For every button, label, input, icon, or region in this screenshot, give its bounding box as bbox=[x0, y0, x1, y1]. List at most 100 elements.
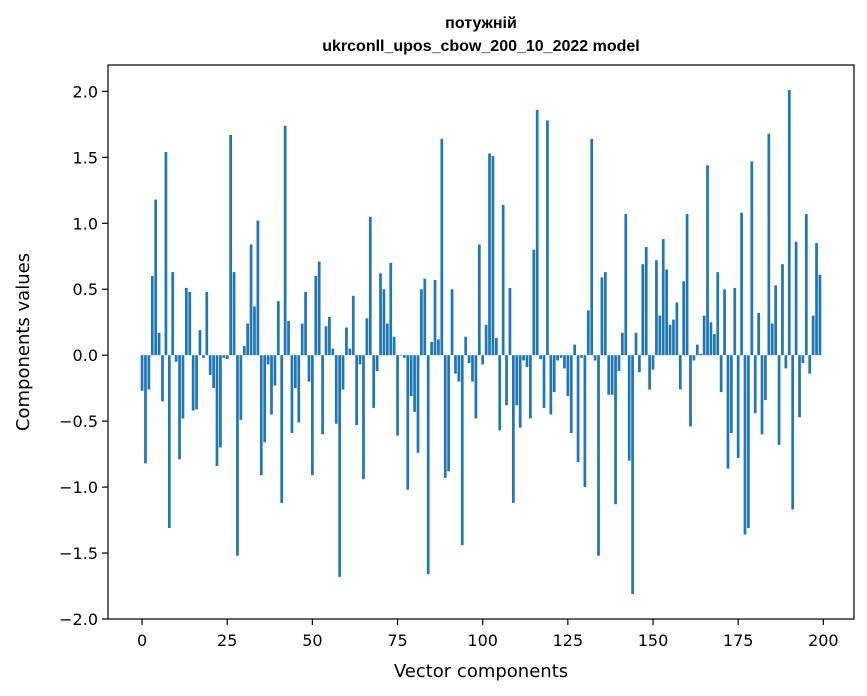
bar-152 bbox=[658, 315, 662, 356]
bar-39 bbox=[273, 355, 277, 386]
bar-50 bbox=[311, 355, 314, 476]
bar-2 bbox=[147, 355, 151, 390]
bar-5 bbox=[157, 332, 161, 356]
x-tick-label: 50 bbox=[302, 631, 322, 650]
bar-133 bbox=[593, 355, 597, 361]
bar-101 bbox=[484, 324, 488, 356]
x-tick-label: 125 bbox=[553, 631, 584, 650]
bar-195 bbox=[804, 214, 808, 356]
bar-17 bbox=[198, 330, 202, 356]
bar-178 bbox=[747, 355, 750, 528]
bar-75 bbox=[396, 355, 399, 436]
bar-59 bbox=[341, 355, 345, 390]
bar-158 bbox=[678, 355, 682, 390]
bar-42 bbox=[283, 125, 287, 356]
bar-126 bbox=[569, 355, 573, 434]
bar-48 bbox=[304, 291, 307, 356]
bar-156 bbox=[672, 319, 675, 356]
bar-71 bbox=[382, 289, 386, 356]
x-tick-label: 150 bbox=[638, 631, 669, 650]
x-axis-label: Vector components bbox=[394, 661, 568, 682]
y-tick-label: 0.5 bbox=[73, 280, 98, 299]
bar-138 bbox=[610, 355, 614, 395]
bar-84 bbox=[426, 355, 430, 575]
bar-52 bbox=[317, 261, 321, 356]
bar-193 bbox=[798, 355, 801, 418]
bar-199 bbox=[818, 274, 822, 356]
bar-73 bbox=[389, 262, 393, 356]
bar-170 bbox=[719, 355, 723, 393]
bar-111 bbox=[518, 355, 522, 428]
bar-21 bbox=[212, 355, 215, 389]
bar-125 bbox=[566, 355, 570, 397]
bar-80 bbox=[413, 355, 416, 412]
bar-182 bbox=[760, 355, 764, 435]
bar-46 bbox=[297, 355, 301, 423]
bar-25 bbox=[225, 355, 229, 360]
bar-94 bbox=[460, 355, 464, 546]
x-tick-label: 200 bbox=[808, 631, 839, 650]
bar-172 bbox=[726, 355, 730, 469]
bar-31 bbox=[246, 323, 250, 356]
chart-title-line2: ukrconll_upos_cbow_200_10_2022 model bbox=[322, 38, 639, 55]
bar-29 bbox=[239, 355, 243, 420]
bar-184 bbox=[767, 133, 771, 356]
bar-139 bbox=[614, 355, 617, 505]
bar-155 bbox=[668, 324, 672, 356]
bar-57 bbox=[334, 355, 338, 424]
bar-144 bbox=[631, 355, 634, 594]
bar-4 bbox=[154, 199, 158, 356]
bar-116 bbox=[535, 109, 539, 356]
bar-0 bbox=[140, 355, 144, 391]
bar-67 bbox=[368, 216, 372, 356]
x-axis-ticks: 0 25 50 75 100 125 150 175 200 bbox=[137, 619, 839, 650]
bar-108 bbox=[508, 287, 512, 356]
bar-16 bbox=[195, 355, 198, 410]
bar-40 bbox=[276, 301, 280, 356]
bar-19 bbox=[205, 291, 209, 356]
bar-169 bbox=[716, 272, 720, 356]
bar-55 bbox=[328, 316, 331, 356]
bar-187 bbox=[777, 355, 781, 445]
bar-54 bbox=[324, 326, 328, 356]
bar-137 bbox=[607, 355, 611, 395]
bar-112 bbox=[522, 355, 525, 361]
bar-150 bbox=[651, 355, 655, 370]
bar-38 bbox=[270, 355, 273, 415]
bar-79 bbox=[409, 355, 413, 397]
bar-7 bbox=[164, 152, 168, 356]
bar-175 bbox=[736, 355, 740, 459]
y-axis-label: Components values bbox=[13, 253, 34, 431]
x-tick-label: 75 bbox=[387, 631, 407, 650]
bar-194 bbox=[801, 355, 805, 364]
bar-149 bbox=[648, 355, 651, 390]
bar-51 bbox=[314, 276, 318, 356]
bar-160 bbox=[685, 214, 689, 356]
bar-15 bbox=[191, 355, 195, 411]
bar-35 bbox=[259, 355, 263, 476]
bar-190 bbox=[787, 90, 791, 356]
bar-179 bbox=[750, 161, 754, 356]
bar-196 bbox=[808, 355, 812, 374]
bar-96 bbox=[467, 355, 471, 364]
bar-164 bbox=[699, 353, 703, 356]
bar-22 bbox=[215, 355, 219, 466]
bar-186 bbox=[774, 285, 778, 356]
bar-69 bbox=[375, 355, 379, 372]
bar-53 bbox=[321, 355, 324, 435]
y-tick-label: −1.5 bbox=[59, 544, 98, 563]
bar-12 bbox=[181, 355, 185, 419]
bar-47 bbox=[300, 323, 304, 356]
bar-28 bbox=[236, 355, 239, 556]
bar-72 bbox=[385, 323, 389, 356]
bar-60 bbox=[345, 327, 348, 356]
bar-8 bbox=[167, 355, 171, 528]
bar-77 bbox=[402, 355, 406, 358]
bar-64 bbox=[358, 355, 362, 365]
y-tick-label: −0.5 bbox=[59, 412, 98, 431]
bar-118 bbox=[542, 355, 546, 408]
bar-102 bbox=[488, 153, 491, 356]
bar-70 bbox=[379, 273, 382, 356]
bar-23 bbox=[219, 355, 222, 448]
